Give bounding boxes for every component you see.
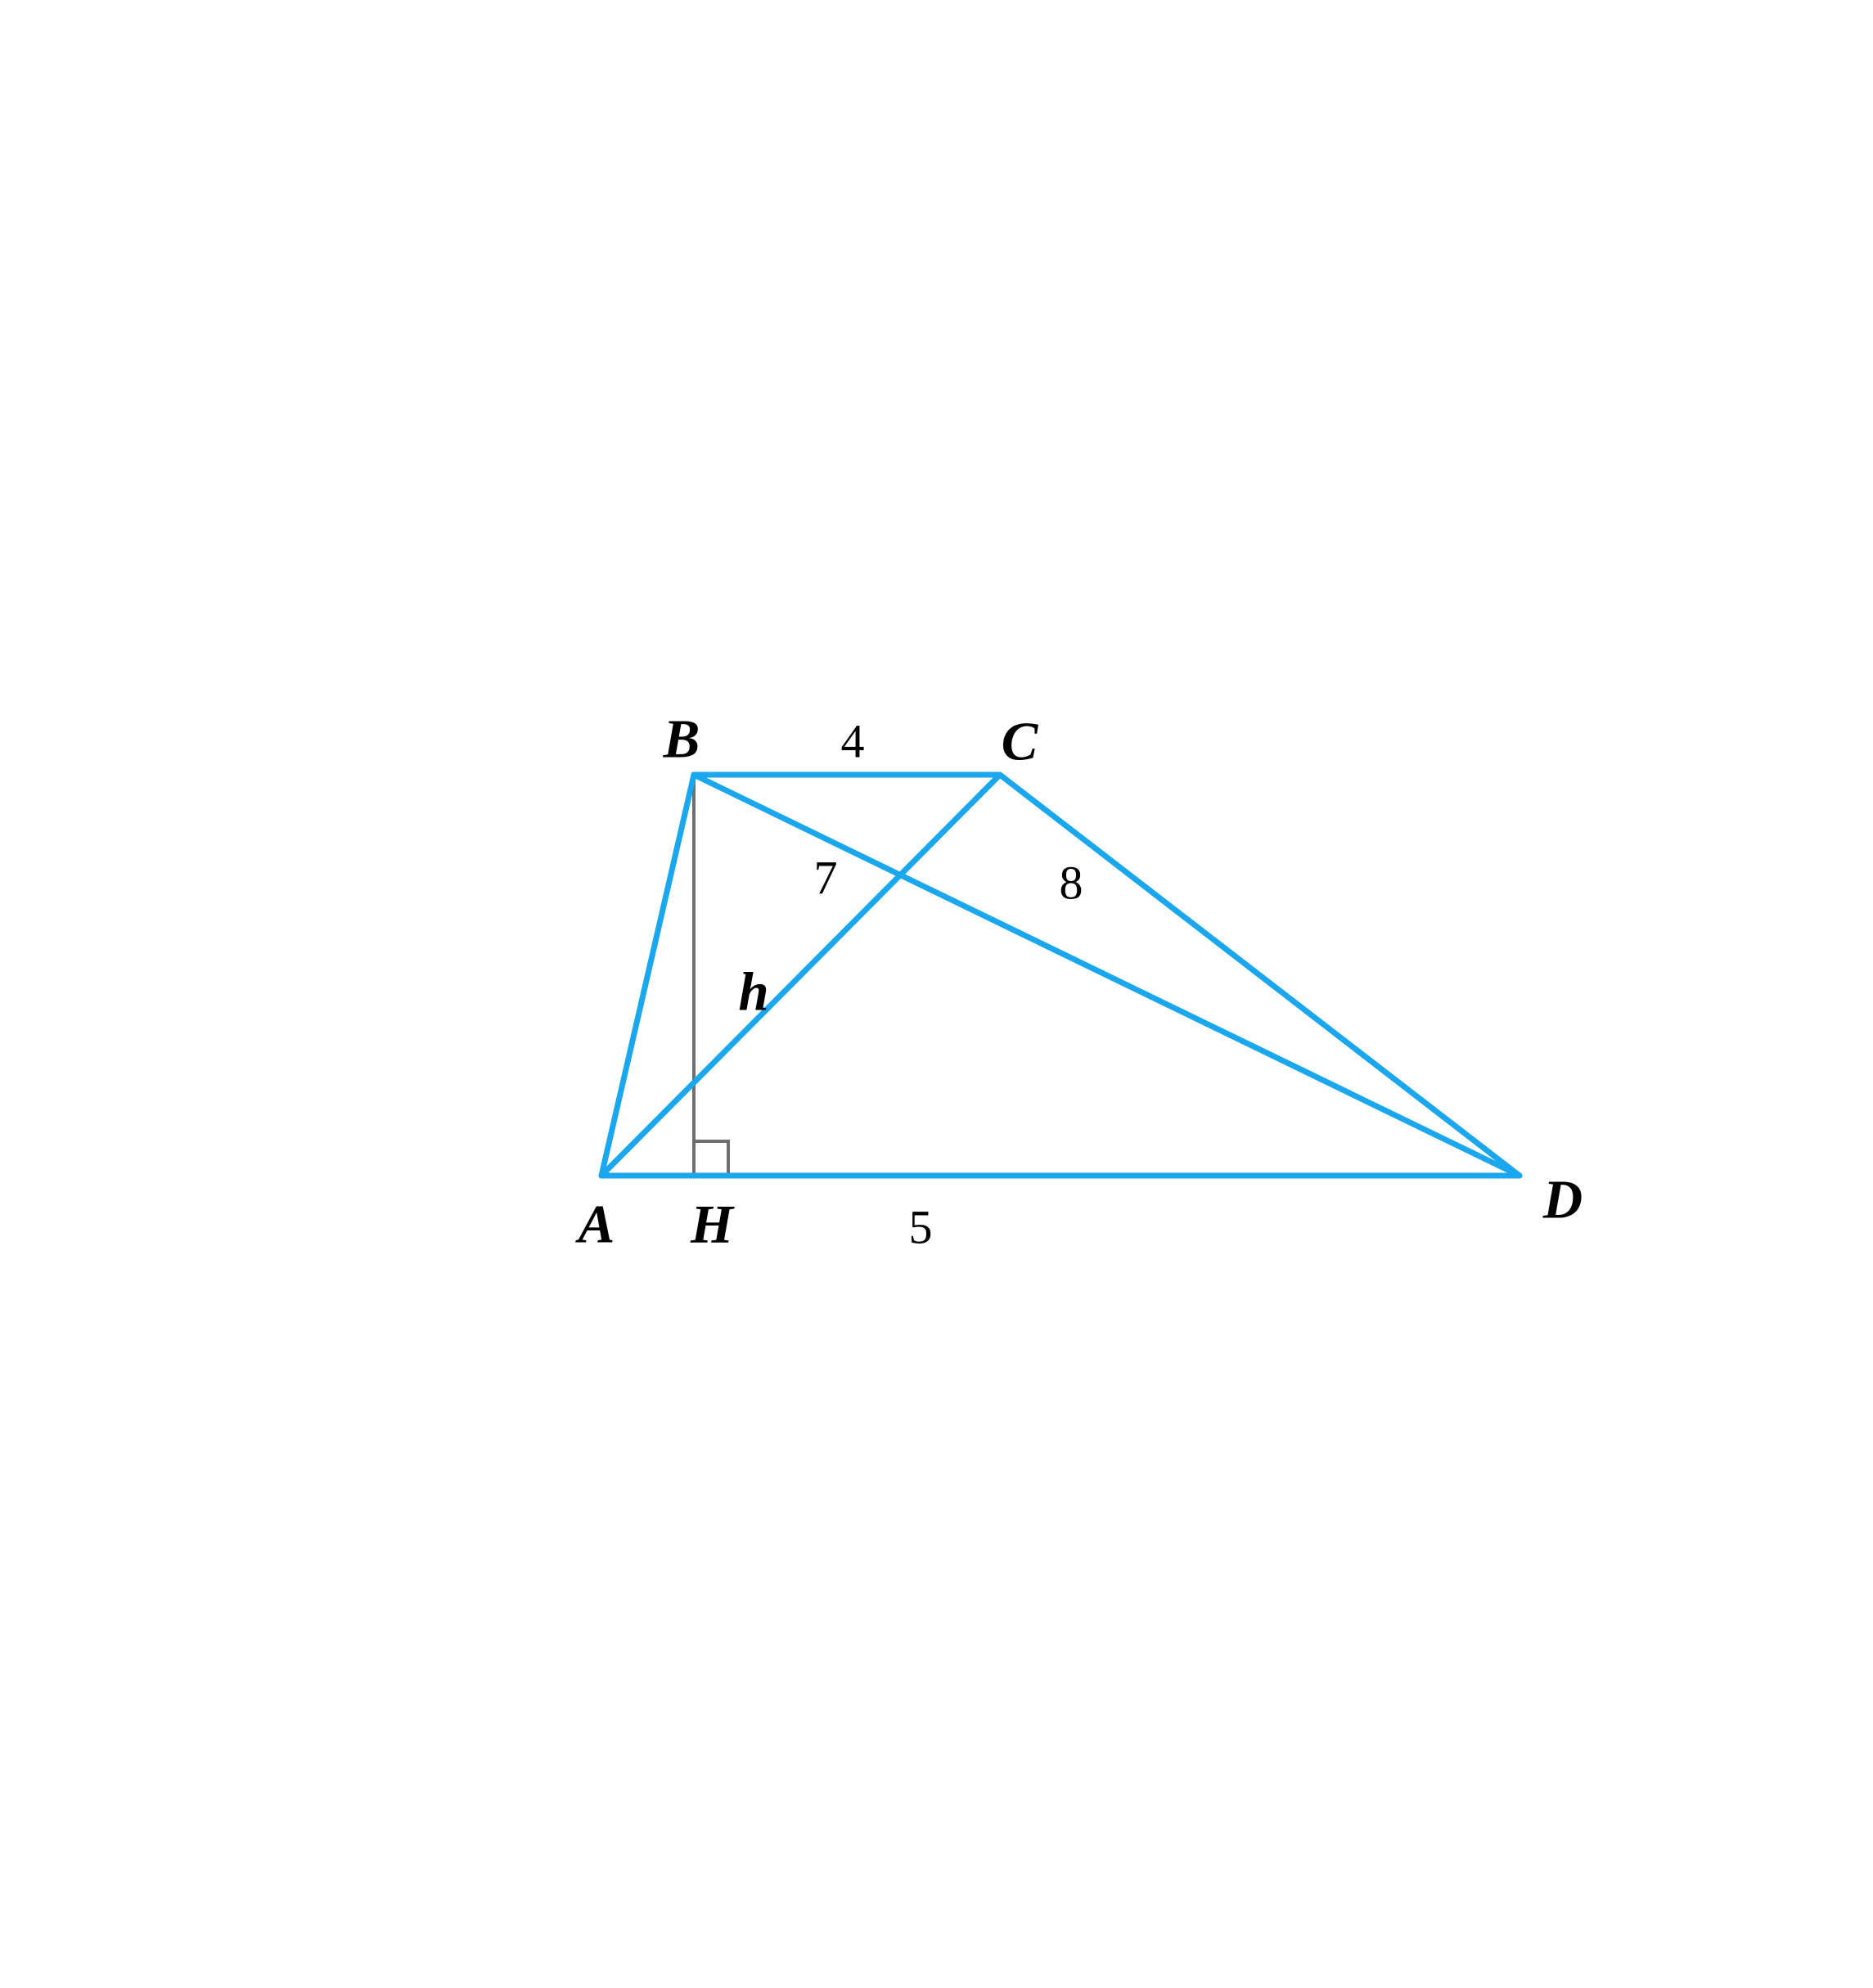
label-D: D xyxy=(1543,1169,1583,1232)
label-B: B xyxy=(664,708,700,771)
label-C: C xyxy=(1002,711,1038,774)
edge-label-BD: 8 xyxy=(1060,856,1083,911)
edge-label-BC: 4 xyxy=(841,714,865,769)
label-H: H xyxy=(691,1194,733,1257)
edge-label-AC: 7 xyxy=(814,851,838,906)
label-A: A xyxy=(579,1194,615,1257)
edge-label-AD: 5 xyxy=(909,1200,933,1255)
geometry-svg xyxy=(0,0,1873,1988)
label-h: h xyxy=(738,961,768,1024)
diagram-canvas: A H B C D h 4 7 8 5 xyxy=(0,0,1873,1988)
